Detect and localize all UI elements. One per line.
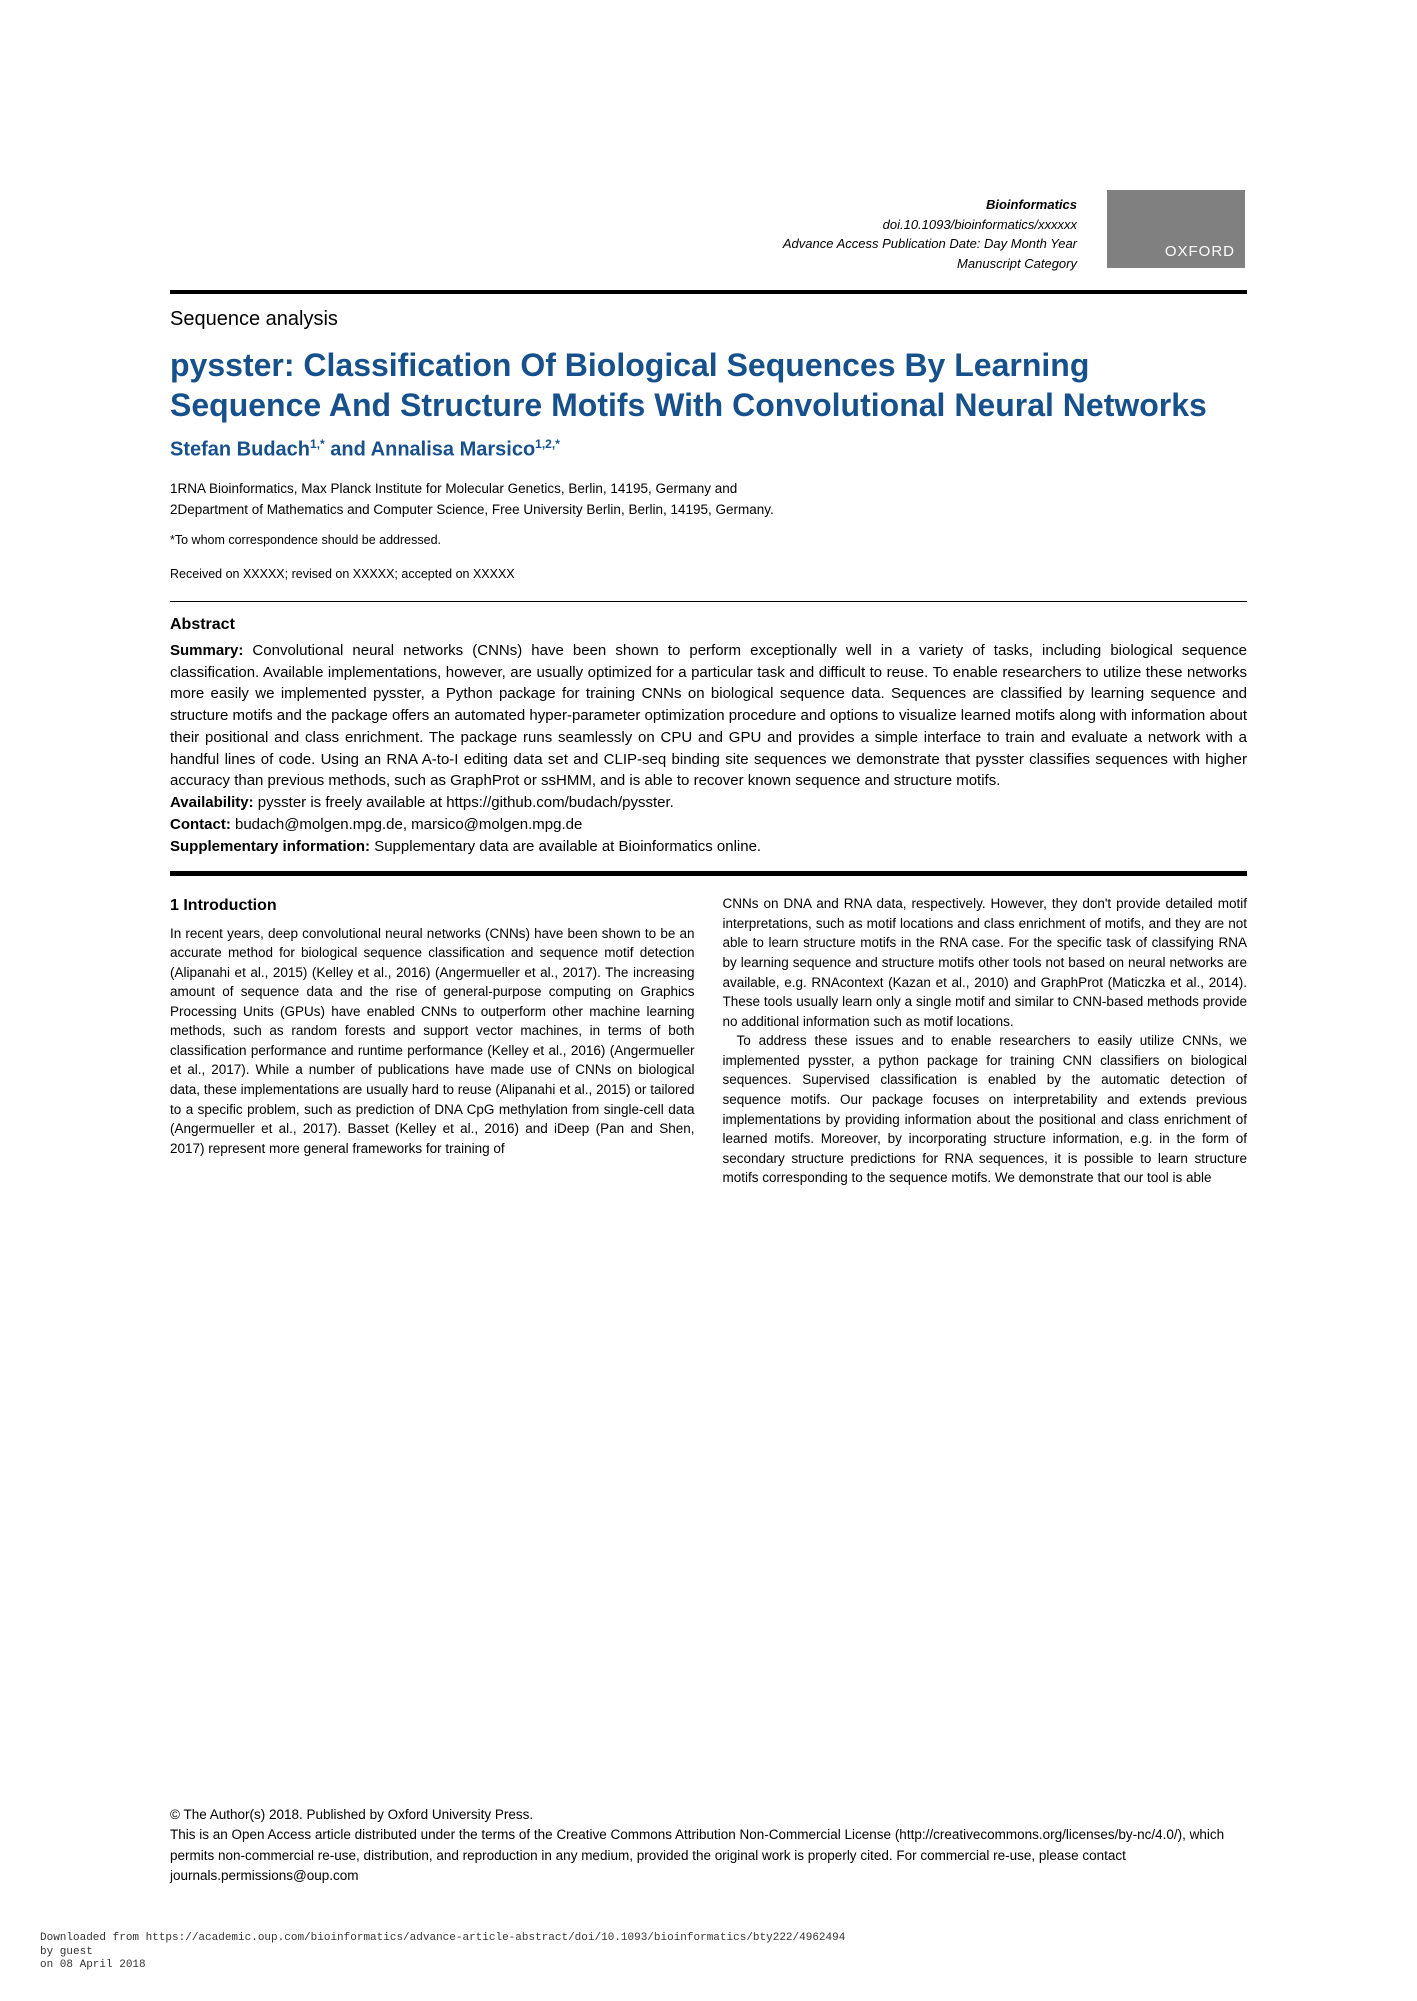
top-rule	[170, 290, 1247, 294]
column-right: CNNs on DNA and RNA data, respectively. …	[723, 894, 1248, 1187]
supp-text: Supplementary data are available at Bioi…	[370, 838, 761, 855]
authors-and: and	[325, 439, 371, 461]
supp-label: Supplementary information:	[170, 838, 370, 855]
main-content: Sequence analysis pysster: Classificatio…	[170, 290, 1247, 1188]
availability-text: pysster is freely available at https://g…	[254, 794, 674, 811]
download-metadata: Downloaded from https://academic.oup.com…	[40, 1932, 845, 1973]
affiliation-1: 1RNA Bioinformatics, Max Planck Institut…	[170, 478, 1247, 500]
section-label: Sequence analysis	[170, 308, 1247, 331]
summary-text: Convolutional neural networks (CNNs) hav…	[170, 642, 1247, 790]
contact-label: Contact:	[170, 816, 231, 833]
affiliations: 1RNA Bioinformatics, Max Planck Institut…	[170, 478, 1247, 521]
manuscript-category: Manuscript Category	[677, 254, 1077, 274]
intro-col2b-text: To address these issues and to enable re…	[723, 1031, 1248, 1188]
license-text: This is an Open Access article distribut…	[170, 1825, 1247, 1886]
availability-label: Availability:	[170, 794, 254, 811]
author-1: Stefan Budach	[170, 439, 310, 461]
copyright-line: © The Author(s) 2018. Published by Oxfor…	[170, 1805, 1247, 1825]
abstract-body: Summary: Convolutional neural networks (…	[170, 640, 1247, 858]
author-2: Annalisa Marsico	[371, 439, 536, 461]
paper-title: pysster: Classification Of Biological Se…	[170, 345, 1247, 425]
summary-label: Summary:	[170, 642, 243, 659]
abstract-bottom-rule	[170, 871, 1247, 876]
author-1-sup: 1,*	[310, 437, 325, 451]
page-footer: © The Author(s) 2018. Published by Oxfor…	[170, 1805, 1247, 1886]
abstract-heading: Abstract	[170, 616, 1247, 634]
abstract-top-rule	[170, 601, 1247, 602]
abstract-block: Abstract Summary: Convolutional neural n…	[170, 616, 1247, 858]
paper-page: Bioinformatics doi.10.1093/bioinformatic…	[0, 0, 1417, 2001]
doi-line: doi.10.1093/bioinformatics/xxxxxx	[677, 215, 1077, 235]
received-line: Received on XXXXX; revised on XXXXX; acc…	[170, 567, 1247, 581]
publisher-badge-label: OXFORD	[1165, 243, 1235, 260]
intro-col1-text: In recent years, deep convolutional neur…	[170, 924, 695, 1159]
advance-access-line: Advance Access Publication Date: Day Mon…	[677, 234, 1077, 254]
journal-name: Bioinformatics	[677, 195, 1077, 215]
intro-col2a-text: CNNs on DNA and RNA data, respectively. …	[723, 894, 1248, 1031]
header-metadata: Bioinformatics doi.10.1093/bioinformatic…	[677, 195, 1077, 273]
intro-heading: 1 Introduction	[170, 894, 695, 917]
correspondence-note: *To whom correspondence should be addres…	[170, 533, 1247, 547]
contact-text: budach@molgen.mpg.de, marsico@molgen.mpg…	[231, 816, 582, 833]
column-left: 1 Introduction In recent years, deep con…	[170, 894, 695, 1187]
body-columns: 1 Introduction In recent years, deep con…	[170, 894, 1247, 1187]
affiliation-2: 2Department of Mathematics and Computer …	[170, 499, 1247, 521]
publisher-badge: OXFORD	[1107, 190, 1245, 268]
authors-line: Stefan Budach1,* and Annalisa Marsico1,2…	[170, 437, 1247, 462]
author-2-sup: 1,2,*	[535, 437, 560, 451]
